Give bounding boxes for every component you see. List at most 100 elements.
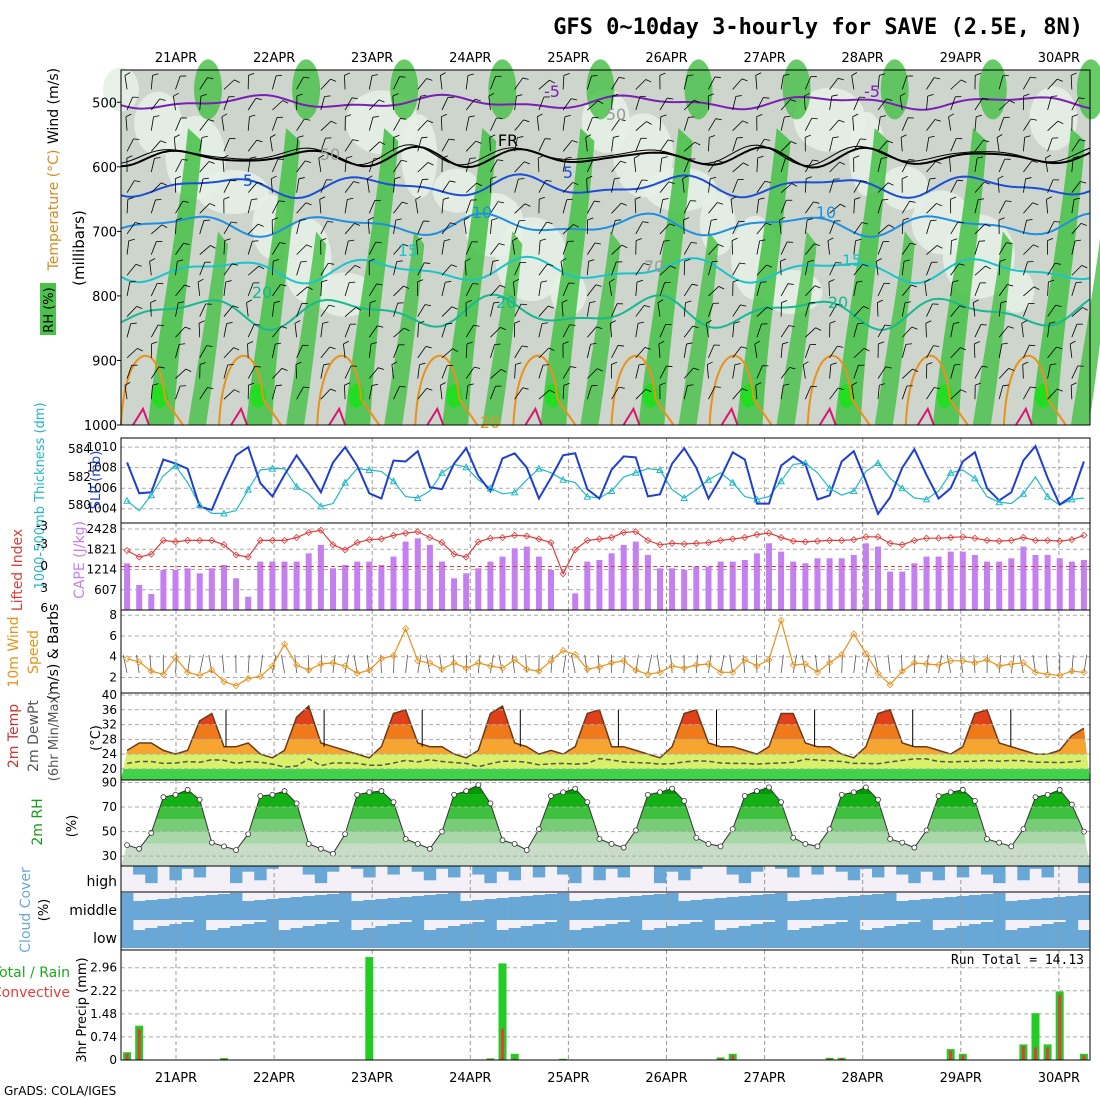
wind-barb-flag (978, 198, 985, 201)
wind-barb-flag (468, 115, 475, 118)
wind-barb (490, 159, 498, 173)
cloud-high-bar (787, 866, 800, 878)
wind-barb-flag (516, 94, 523, 97)
li-marker (922, 534, 931, 542)
wind-barb-flag (851, 72, 858, 76)
wind-barb (272, 326, 282, 338)
wind-barb-flag (1048, 279, 1055, 283)
wind-barb-flag (886, 98, 893, 101)
rh-marker (208, 839, 215, 846)
precip-conv-bar (1046, 1047, 1050, 1060)
wind-barb (415, 199, 419, 214)
cape-bar (802, 563, 809, 610)
precip-unit-label: 3hr Precip (mm) (75, 957, 90, 1062)
wind-barb (393, 303, 399, 317)
thickness-marker (680, 493, 689, 501)
wind-barb-flag (620, 160, 627, 164)
wind-speed-marker (632, 666, 640, 674)
wind-barb (828, 281, 830, 296)
wind-barb-flag (1002, 74, 1009, 77)
wind-speed-marker (402, 625, 410, 633)
wind-barb-flag (1033, 286, 1040, 290)
wind-barb (417, 304, 426, 317)
wind-barb-flag (523, 119, 530, 123)
wind-barb-flag (644, 305, 651, 308)
wind-speed-marker (1019, 659, 1027, 667)
wind-barb-flag (594, 200, 601, 203)
thickness-marker (559, 475, 567, 483)
precip-conv-bar (961, 1055, 965, 1060)
wind-barb (926, 303, 933, 317)
wind-barb (998, 100, 1010, 111)
wind-barb (295, 364, 298, 379)
li-marker (656, 541, 664, 549)
wind-barb-10m (259, 654, 264, 673)
thickness-marker (1067, 495, 1076, 503)
cloud-low-bar (593, 926, 606, 948)
li-marker (135, 553, 143, 561)
wind-barb (417, 162, 429, 173)
wind-barb (393, 327, 405, 338)
thickness-marker (656, 465, 664, 473)
wind-barb-flag (299, 219, 306, 221)
wind-speed-marker (159, 670, 167, 678)
wind-barb (853, 323, 858, 338)
thickness-marker (244, 485, 253, 493)
wind-speed-marker (704, 660, 713, 668)
wind-barb-flag (226, 322, 233, 324)
wind-barb (223, 323, 228, 338)
wind-barb (441, 365, 448, 379)
wind-barb-flag (803, 361, 809, 366)
wind-barb-flag (686, 342, 693, 345)
cloud-low-bar (460, 924, 473, 948)
wind-barb (877, 182, 889, 193)
wind-barb-flag (174, 134, 180, 138)
wind-barb (901, 201, 910, 214)
wind-barb (368, 343, 372, 358)
wind-barb-flag (828, 279, 835, 283)
wind-barb-flag (209, 203, 216, 207)
cloud-high-bar (666, 866, 679, 872)
cloud-middle-bar (1077, 895, 1091, 920)
temp-contour-5 (120, 173, 1091, 200)
cape-bar (1056, 558, 1063, 610)
cloud-low-bar (1065, 920, 1079, 948)
wind-barb (611, 202, 622, 214)
wind-barb-flag (911, 326, 918, 330)
wind-barb-flag (221, 113, 228, 118)
cloud-low-bar (678, 924, 691, 948)
wind-barb-flag (660, 114, 667, 118)
wind-barb (562, 385, 565, 400)
temp-contour-25 (316, 354, 381, 426)
wind-barb-flag (393, 134, 400, 138)
cape-bar (426, 544, 433, 610)
cape-bar (911, 563, 918, 610)
wind-barb-flag (813, 201, 820, 204)
wind-barb-flag (222, 155, 229, 159)
wind-speed-marker (147, 667, 155, 675)
wind-barb (732, 96, 737, 111)
cloud-low-bar (775, 920, 788, 948)
cloud-low-bar (435, 928, 449, 948)
wind-barb-flag (1031, 160, 1038, 163)
wind-barb-flag (330, 388, 337, 392)
li-marker (704, 539, 713, 547)
wind-barb (514, 119, 524, 131)
wind-barb (562, 75, 565, 90)
wind-speed-marker (511, 656, 519, 664)
wind-barb-10m (913, 654, 916, 673)
temp-contour-30 (524, 406, 543, 426)
slp-tick-label: 1010 (86, 440, 117, 454)
cloud-middle-bar (908, 900, 921, 920)
rh-marker (778, 799, 785, 806)
wind-barb-flag (645, 79, 652, 83)
cape-bar (935, 556, 942, 610)
cloud-middle-bar (653, 894, 667, 920)
wind-barb (490, 327, 501, 338)
li-marker (365, 536, 373, 544)
wind-barb (756, 323, 762, 338)
cloud-high-bar (1029, 866, 1042, 869)
wind-barb (393, 201, 403, 214)
wind-barb-flag (563, 382, 570, 386)
wind-barb (1071, 199, 1075, 214)
